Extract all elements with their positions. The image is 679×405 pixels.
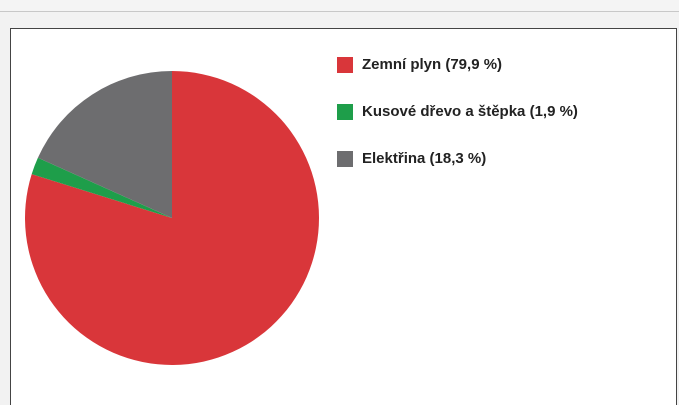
legend-label: Elektřina (18,3 %)	[362, 150, 486, 167]
toolbar	[0, 0, 679, 11]
legend-swatch	[337, 57, 353, 73]
legend-swatch	[337, 151, 353, 167]
legend: Zemní plyn (79,9 %) Kusové dřevo a štěpka…	[337, 56, 578, 167]
pie-slice	[31, 157, 173, 218]
pie-slice	[37, 71, 172, 218]
legend-label: Kusové dřevo a štěpka (1,9 %)	[362, 103, 578, 120]
legend-label: Zemní plyn (79,9 %)	[362, 56, 502, 73]
pie	[24, 71, 319, 365]
legend-swatch	[337, 104, 353, 120]
